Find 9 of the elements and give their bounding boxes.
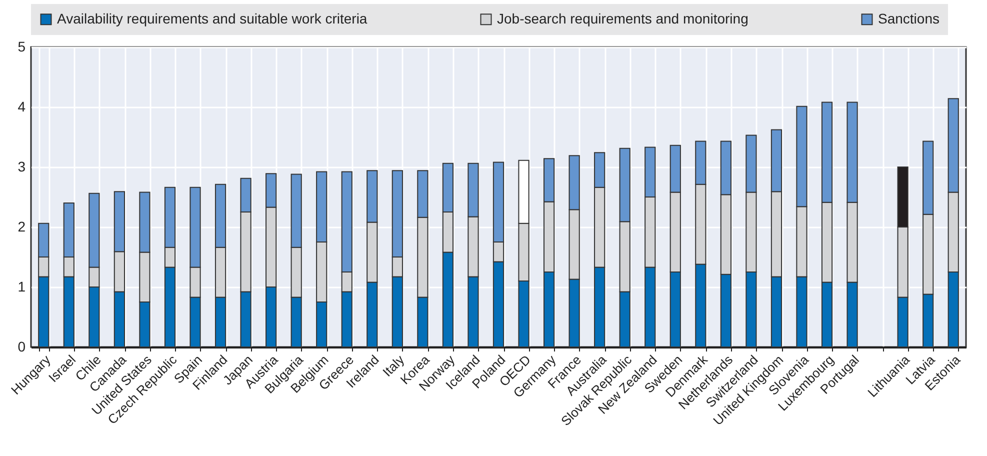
y-tick-label: 5 <box>18 38 26 54</box>
legend-label: Availability requirements and suitable work criteria <box>57 10 368 26</box>
y-tick-label: 2 <box>18 218 26 234</box>
y-tick-label: 4 <box>18 98 26 114</box>
y-tick-label: 3 <box>18 158 26 174</box>
y-tick-label: 0 <box>18 338 26 354</box>
y-tick-label: 1 <box>18 278 26 294</box>
legend-label: Sanctions <box>878 10 940 26</box>
legend-label: Job-search requirements and monitoring <box>497 10 748 26</box>
